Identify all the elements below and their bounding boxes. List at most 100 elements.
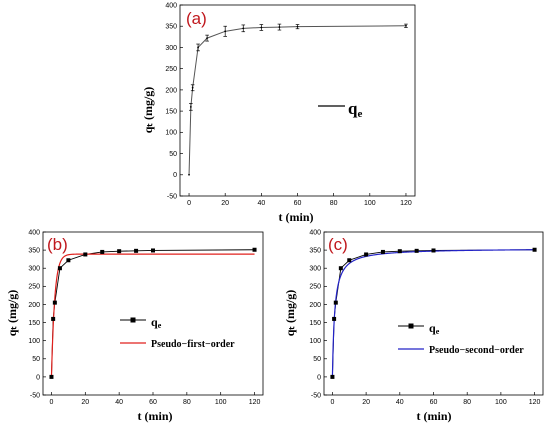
panel-b-xtick-label-1: 20 bbox=[81, 399, 89, 406]
panel-c-ytick-label-8: 350 bbox=[309, 248, 321, 255]
panel-a: qₜ (mg/g) t (min) (a) qe bbox=[141, 4, 416, 224]
panel-b-point-1 bbox=[51, 316, 56, 321]
panel-a-xtick-label-0: 0 bbox=[187, 200, 191, 207]
panel-c-ytick-label-2: 50 bbox=[313, 356, 321, 363]
panel-c-xtick-label-3: 60 bbox=[430, 399, 438, 406]
panel-a-point-6 bbox=[242, 27, 245, 30]
panel-a-plot-frame bbox=[179, 4, 416, 197]
panel-b-point-5 bbox=[83, 252, 88, 257]
panel-c-plot-frame bbox=[323, 231, 544, 396]
panel-c: qₜ (mg/g) t (min) (c) qe Pseudo−second−o… bbox=[283, 231, 544, 423]
panel-b-xtick-label-5: 100 bbox=[215, 399, 227, 406]
panel-c-point-6 bbox=[380, 249, 385, 254]
panel-c-ytick-label-3: 100 bbox=[309, 338, 321, 345]
panel-a-series-qe-line bbox=[188, 25, 406, 175]
panel-c-point-5 bbox=[364, 252, 369, 257]
panel-b: qₜ (mg/g) t (min) (b) qe Pseudo−first−or… bbox=[5, 231, 264, 423]
panel-a-xtick-label-6: 120 bbox=[400, 200, 412, 207]
panel-a-xtick-label-3: 60 bbox=[294, 200, 302, 207]
panel-b-ytick-label-4: 150 bbox=[28, 320, 40, 327]
panel-a-legend-label: qe bbox=[348, 99, 362, 120]
panel-a-ylabel: qₜ (mg/g) bbox=[141, 87, 155, 134]
panel-c-ytick-label-9: 400 bbox=[309, 229, 321, 236]
panel-a-legend-main: q bbox=[348, 99, 358, 118]
panel-a-xtick-label-1: 20 bbox=[221, 200, 229, 207]
panel-b-point-4 bbox=[66, 258, 71, 263]
panel-b-plot-frame bbox=[42, 231, 264, 396]
panel-b-ytick-label-1: 0 bbox=[36, 374, 40, 381]
panel-c-point-4 bbox=[347, 258, 352, 263]
panel-c-point-10 bbox=[532, 247, 537, 252]
panel-c-ytick-label-6: 250 bbox=[309, 284, 321, 291]
panel-c-ytick-label-5: 200 bbox=[309, 302, 321, 309]
panel-a-xlabel: t (min) bbox=[279, 210, 314, 224]
panel-c-legend-qe-main: q bbox=[429, 321, 436, 335]
panel-a-letter: (a) bbox=[186, 9, 207, 28]
panel-a-xtick-label-2: 40 bbox=[257, 200, 265, 207]
panel-b-xtick-label-2: 40 bbox=[115, 399, 123, 406]
panel-b-letter: (b) bbox=[47, 235, 68, 254]
panel-c-xtick-label-6: 120 bbox=[529, 399, 541, 406]
panel-a-point-3 bbox=[197, 46, 199, 49]
panel-c-xtick-label-4: 80 bbox=[463, 399, 471, 406]
panel-b-xtick-label-4: 80 bbox=[183, 399, 191, 406]
panel-b-ytick-label-8: 350 bbox=[28, 248, 40, 255]
panel-b-ytick-label-3: 100 bbox=[28, 338, 40, 345]
panel-a-ytick-label-0: -50 bbox=[167, 193, 177, 200]
panel-a-point-10 bbox=[405, 24, 407, 27]
panel-c-point-8 bbox=[414, 248, 419, 253]
panel-a-ytick-label-4: 150 bbox=[165, 109, 177, 116]
panel-c-point-2 bbox=[333, 300, 338, 305]
panel-c-xtick-label-5: 100 bbox=[495, 399, 507, 406]
panel-c-xtick-label-0: 0 bbox=[330, 399, 334, 406]
panel-b-point-3 bbox=[57, 266, 62, 271]
panel-c-ylabel: qₜ (mg/g) bbox=[283, 290, 297, 337]
panel-b-point-9 bbox=[151, 248, 155, 253]
panel-a-ytick-label-3: 100 bbox=[165, 130, 177, 137]
panel-c-xlabel: t (min) bbox=[417, 409, 452, 423]
panel-c-point-3 bbox=[338, 266, 343, 271]
panel-c-point-9 bbox=[431, 248, 436, 253]
panel-a-point-1 bbox=[189, 105, 192, 108]
panel-c-point-1 bbox=[332, 316, 337, 321]
panel-c-letter: (c) bbox=[328, 235, 348, 254]
panel-b-point-0 bbox=[49, 374, 54, 379]
panel-a-ytick-label-6: 250 bbox=[165, 66, 177, 73]
panel-a-point-4 bbox=[206, 37, 209, 40]
panel-c-ytick-label-7: 300 bbox=[309, 266, 321, 273]
panel-b-point-8 bbox=[134, 248, 139, 253]
panel-b-xtick-label-3: 60 bbox=[149, 399, 157, 406]
panel-b-ytick-label-5: 200 bbox=[28, 302, 40, 309]
panel-a-ytick-label-8: 350 bbox=[165, 24, 177, 31]
panel-b-ytick-label-2: 50 bbox=[32, 356, 40, 363]
panel-b-point-10 bbox=[252, 247, 257, 252]
panel-b-legend-marker-qe bbox=[130, 317, 136, 323]
panel-b-point-2 bbox=[52, 300, 57, 305]
panel-b-xtick-label-6: 120 bbox=[249, 399, 261, 406]
panel-c-point-0 bbox=[330, 374, 335, 379]
panel-c-ytick-label-4: 150 bbox=[309, 320, 321, 327]
panel-c-point-7 bbox=[397, 249, 402, 254]
panel-a-ytick-label-1: 0 bbox=[173, 172, 177, 179]
panel-b-ytick-label-6: 250 bbox=[28, 284, 40, 291]
panel-b-ytick-label-7: 300 bbox=[28, 266, 40, 273]
panel-c-xtick-label-2: 40 bbox=[396, 399, 404, 406]
panel-a-point-5 bbox=[224, 30, 227, 33]
panel-a-point-9 bbox=[296, 25, 299, 28]
panel-b-legend-label-pfo: Pseudo−first−order bbox=[151, 339, 235, 350]
panel-c-xtick-label-1: 20 bbox=[362, 399, 370, 406]
panel-c-legend-label-qe: qe bbox=[429, 321, 440, 336]
panel-a-point-7 bbox=[260, 26, 263, 29]
panel-b-legend-label-qe: qe bbox=[151, 315, 162, 330]
panel-a-point-0 bbox=[188, 173, 190, 176]
panel-c-legend-qe-sub: e bbox=[436, 327, 440, 336]
panel-c-ytick-label-0: -50 bbox=[311, 392, 321, 399]
panel-b-xlabel: t (min) bbox=[138, 409, 173, 423]
panel-c-series-model-curve bbox=[331, 249, 535, 377]
panel-a-point-2 bbox=[191, 86, 194, 89]
panel-b-ytick-label-0: -50 bbox=[30, 392, 40, 399]
panel-a-point-8 bbox=[278, 26, 281, 28]
panel-a-xtick-label-4: 80 bbox=[330, 200, 338, 207]
